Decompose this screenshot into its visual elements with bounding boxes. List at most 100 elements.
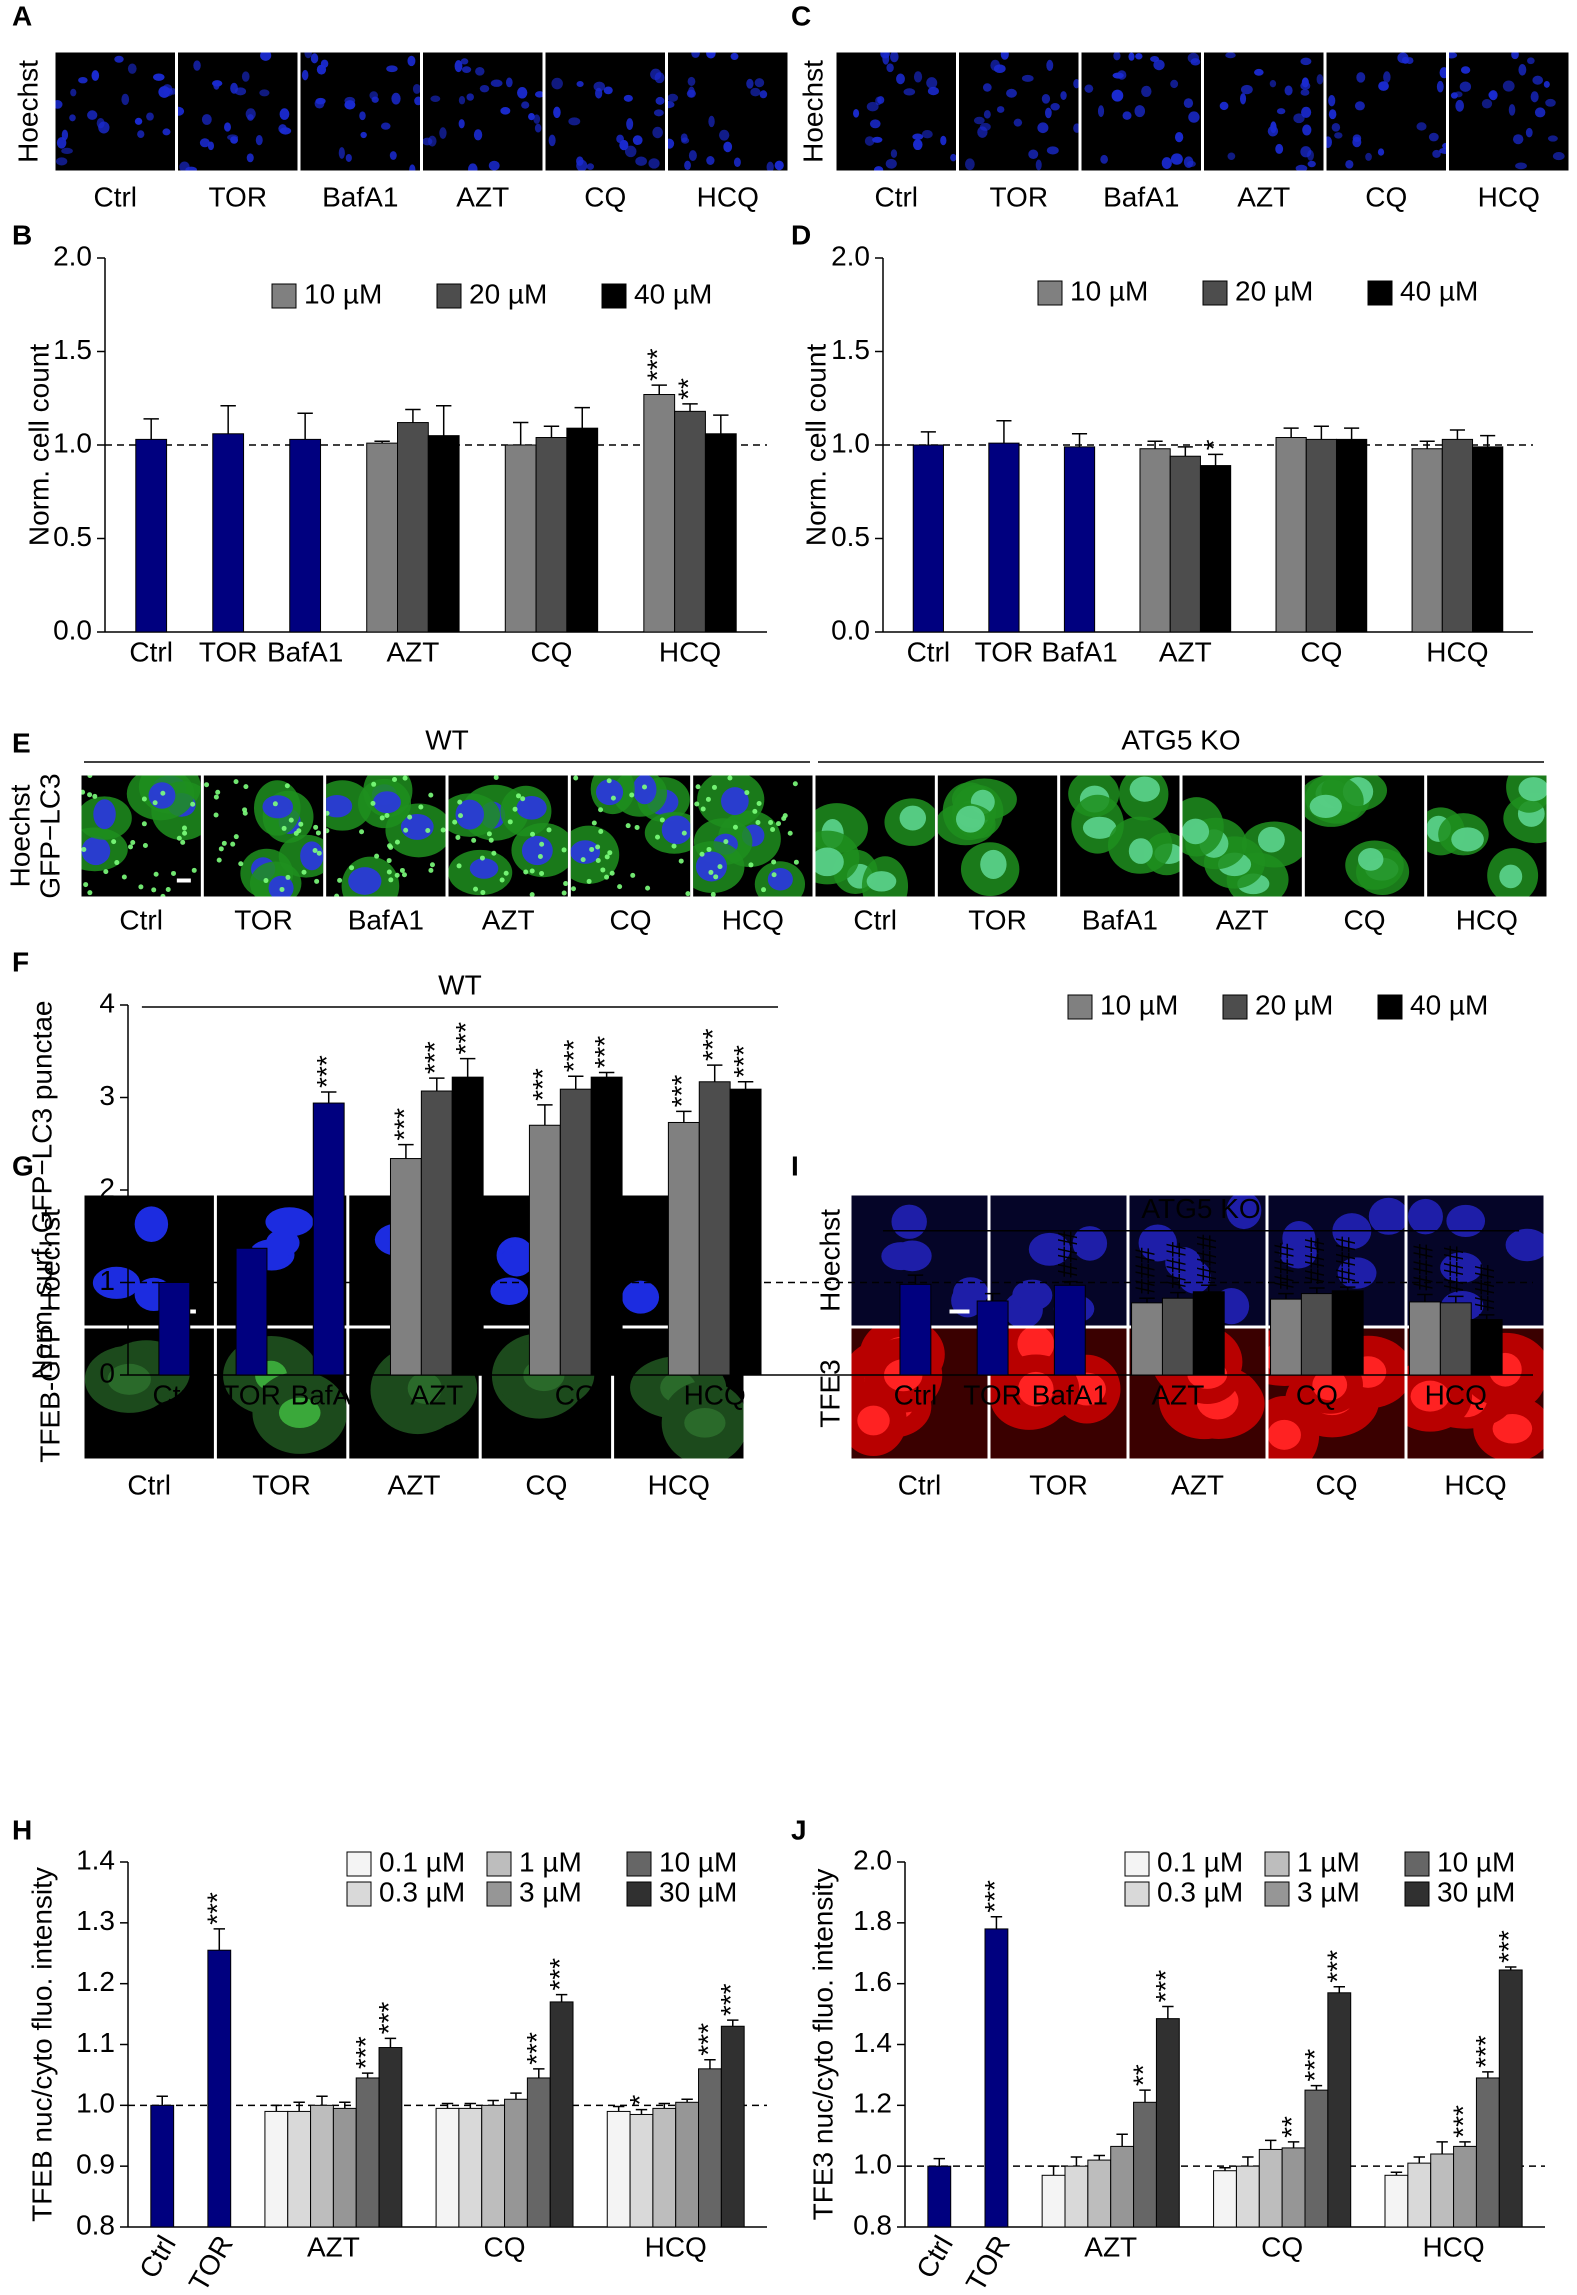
bar [984,1928,1009,2228]
y-tick-label: 1.5 [53,334,92,365]
nucleus [1013,118,1023,127]
legend-label: 40 µM [1400,275,1478,306]
error-bar [1419,440,1435,449]
nucleus [1345,159,1354,169]
bar [287,2110,312,2228]
puncta [121,874,127,880]
puncta [428,792,434,798]
significance: ### [1330,1236,1361,1283]
puncta [238,861,244,867]
puncta [418,804,424,810]
puncta [392,777,398,783]
puncta [298,821,304,827]
error-bar [339,2101,351,2109]
error-bar [1201,1284,1217,1292]
nucleus [1170,79,1179,89]
error-bar [713,414,729,434]
y-tick-label: 2.0 [853,1844,892,1875]
nucleus [259,89,270,97]
nucleus [533,114,541,124]
nucleus [661,815,691,845]
nucleus [430,95,441,102]
puncta [775,821,781,827]
stain-label: Hoechst [12,60,43,163]
nucleus [650,68,662,81]
nucleus [1097,105,1105,117]
significance: *** [1150,1970,1181,2003]
micrograph [545,52,665,171]
image-label: HCQ [722,904,784,935]
nucleus [1377,148,1385,156]
puncta [727,775,733,781]
puncta [313,824,319,830]
x-tick-label: AZT [1084,2231,1137,2262]
nucleus [1041,94,1051,104]
nucleus [1301,77,1309,88]
nucleus [593,81,606,92]
x-tick-label: Ctrl [910,2230,959,2283]
y-tick-label: 2.0 [53,240,92,271]
significance: *** [527,1068,558,1101]
nucleus [1072,1226,1108,1261]
x-tick-label: CQ [555,1379,597,1410]
nucleus [475,66,485,76]
nucleus [178,106,185,116]
puncta [713,874,719,880]
error-bar [533,2068,545,2078]
nucleus [632,775,657,805]
puncta [570,886,576,892]
image-label: TOR [234,904,293,935]
micrograph-content [937,778,1020,896]
image-label: BafA1 [1103,181,1179,212]
nucleus [1416,122,1427,131]
nucleus [70,88,77,97]
nucleus [81,836,111,866]
nucleus [576,81,584,88]
puncta [493,775,499,780]
puncta [529,868,535,874]
micrograph-content [423,58,543,171]
legend-swatch [271,283,297,309]
nucleus [1481,98,1493,109]
nucleus [1357,847,1384,871]
image-label: HCQ [1444,1469,1506,1500]
nucleus [1368,1197,1405,1235]
bar [207,1949,232,2228]
nucleus [586,163,594,170]
puncta [326,828,330,834]
nucleus [1442,142,1446,150]
nucleus [1552,151,1565,161]
puncta [176,835,182,841]
puncta [230,841,236,847]
bar [397,422,429,633]
nucleus [304,52,312,59]
legend-label: 3 µM [519,1876,582,1907]
puncta [539,871,545,877]
puncta [480,889,486,895]
nucleus [1100,154,1108,164]
nucleus [500,1245,534,1277]
error-bar [436,404,452,436]
legend-swatch [346,1851,372,1877]
puncta [694,801,700,807]
nucleus [1511,52,1519,60]
nucleus [69,114,76,122]
x-tick-label: HCQ [659,636,721,667]
nucleus [1279,1236,1317,1269]
puncta [314,878,320,884]
nucleus [500,107,511,115]
micrograph-content [630,1356,744,1459]
x-tick-label: CQ [1261,2231,1303,2262]
significance: *** [979,1880,1010,1913]
y-tick-label: 0 [99,1357,115,1388]
image-label: Ctrl [93,181,137,212]
error-bar [405,408,421,423]
nucleus [1186,160,1196,167]
significance: ### [1052,1230,1083,1277]
nucleus [1018,1371,1054,1407]
micrograph-content [204,779,324,897]
puncta [138,884,144,890]
nucleus [1300,57,1312,66]
error-bar [1313,425,1329,440]
significance: *** [373,2002,404,2035]
